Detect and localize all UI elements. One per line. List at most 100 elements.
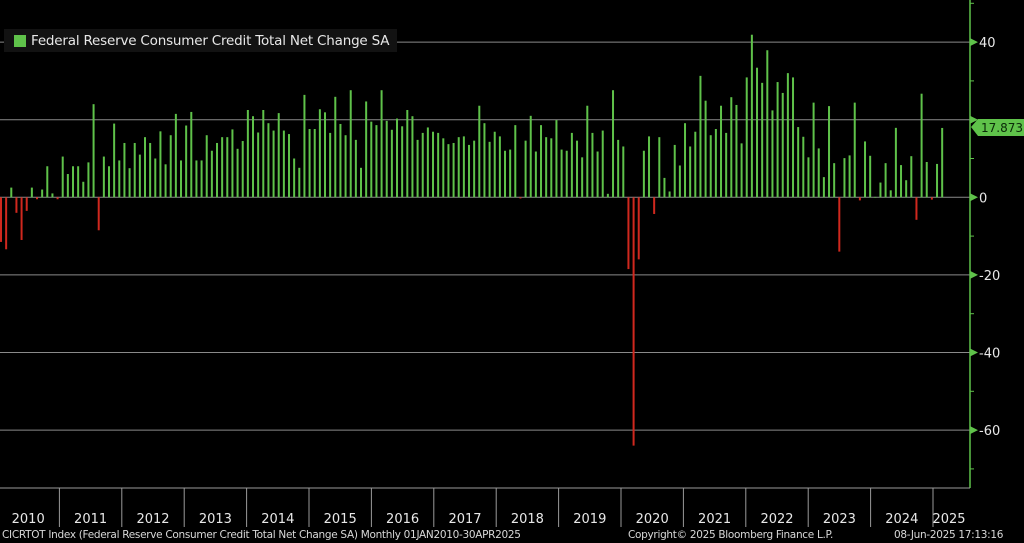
bar-positive: [514, 125, 517, 198]
bar-positive: [72, 166, 75, 198]
bar-positive: [725, 132, 728, 198]
bar-positive: [792, 77, 795, 198]
bar-positive: [462, 136, 465, 198]
bar-positive: [709, 135, 712, 198]
bar-positive: [205, 135, 208, 198]
y-axis: 40 0 -20 -40 -60: [969, 0, 1000, 488]
bar-positive: [756, 67, 759, 198]
legend-swatch-icon: [14, 34, 26, 47]
y-tick-label: -40: [979, 347, 1000, 362]
y-tick-label: 40: [979, 36, 996, 51]
bar-positive: [390, 129, 393, 198]
bar-positive: [534, 151, 537, 198]
bar-positive: [735, 104, 738, 198]
bar-positive: [447, 144, 450, 198]
y-tick-arrow-icon: [970, 348, 978, 357]
bar-positive: [108, 166, 111, 198]
bar-positive: [642, 150, 645, 198]
bar-positive: [941, 127, 944, 198]
bar-positive: [509, 149, 512, 198]
bar-positive: [699, 75, 702, 198]
bar-positive: [318, 109, 321, 198]
bar-positive: [293, 158, 296, 198]
bar-positive: [30, 187, 33, 198]
x-tick-label: 2023: [823, 512, 856, 527]
bar-positive: [828, 106, 831, 198]
bar-positive: [200, 160, 203, 198]
bar-positive: [380, 90, 383, 198]
bar-positive: [802, 136, 805, 198]
x-axis: 2010 2011 2012 2013 2014 2015 2016 2017 2018 2019…: [0, 487, 970, 527]
bar-positive: [822, 177, 825, 198]
bar-positive: [745, 77, 748, 198]
bar-positive: [416, 139, 419, 198]
x-tick-label: 2011: [74, 512, 107, 527]
bar-negative: [25, 197, 28, 211]
bar-positive: [138, 154, 141, 198]
bar-positive: [180, 160, 183, 198]
bar-positive: [936, 163, 939, 198]
last-value-label: 17.873: [981, 121, 1023, 135]
bar-positive: [601, 130, 604, 198]
bar-negative: [97, 197, 100, 231]
bar-negative: [5, 197, 8, 250]
bar-positive: [771, 110, 774, 198]
bar-positive: [478, 105, 481, 198]
bar-positive: [591, 132, 594, 198]
footer-ticker: CICRTOT Index (Federal Reserve Consumer …: [2, 529, 521, 541]
bar-positive: [324, 112, 327, 198]
bar-positive: [889, 190, 892, 198]
bar-positive: [817, 148, 820, 198]
x-tick-label: 2010: [12, 512, 45, 527]
bar-positive: [118, 160, 121, 198]
bar-positive: [288, 134, 291, 198]
bar-positive: [720, 105, 723, 198]
legend-label: Federal Reserve Consumer Credit Total Ne…: [31, 32, 390, 49]
x-tick-label: 2014: [261, 512, 294, 527]
bar-positive: [797, 127, 800, 198]
bar-positive: [920, 93, 923, 198]
x-tick-label: 2015: [324, 512, 357, 527]
bar-positive: [426, 127, 429, 198]
bar-negative: [930, 197, 933, 200]
bar-positive: [504, 150, 507, 198]
bar-positive: [339, 123, 342, 198]
bar-positive: [776, 82, 779, 198]
bar-positive: [488, 141, 491, 198]
bar-positive: [493, 131, 496, 198]
bar-negative: [56, 197, 59, 200]
bar-negative: [36, 197, 39, 200]
bar-positive: [684, 123, 687, 198]
last-value-marker: 17.873: [971, 119, 1024, 136]
bar-positive: [740, 143, 743, 198]
bar-positive: [540, 125, 543, 198]
x-tick-label: 2017: [448, 512, 481, 527]
bar-positive: [864, 141, 867, 198]
bar-positive: [365, 101, 368, 198]
bar-positive: [82, 181, 85, 198]
y-tick-arrow-icon: [970, 270, 978, 279]
bar-positive: [159, 131, 162, 198]
bar-positive: [87, 162, 90, 198]
y-tick-label: -60: [979, 424, 1000, 439]
bar-positive: [848, 155, 851, 198]
bar-positive: [370, 121, 373, 198]
x-tick-label: 2016: [386, 512, 419, 527]
y-tick-label: -20: [979, 269, 1000, 284]
bar-positive: [843, 158, 846, 198]
bar-negative: [838, 197, 841, 252]
bar-negative: [20, 197, 23, 240]
bar-negative: [632, 197, 635, 446]
bar-positive: [241, 141, 244, 198]
bar-positive: [298, 167, 301, 198]
bar-positive: [308, 129, 311, 198]
bar-positive: [210, 150, 213, 198]
bar-positive: [46, 166, 49, 198]
bar-positive: [51, 193, 54, 198]
bar-positive: [226, 137, 229, 198]
bar-positive: [853, 102, 856, 198]
y-tick-label: 0: [979, 191, 987, 206]
bar-positive: [303, 94, 306, 198]
bar-positive: [874, 196, 877, 198]
x-tick-label: 2019: [573, 512, 606, 527]
